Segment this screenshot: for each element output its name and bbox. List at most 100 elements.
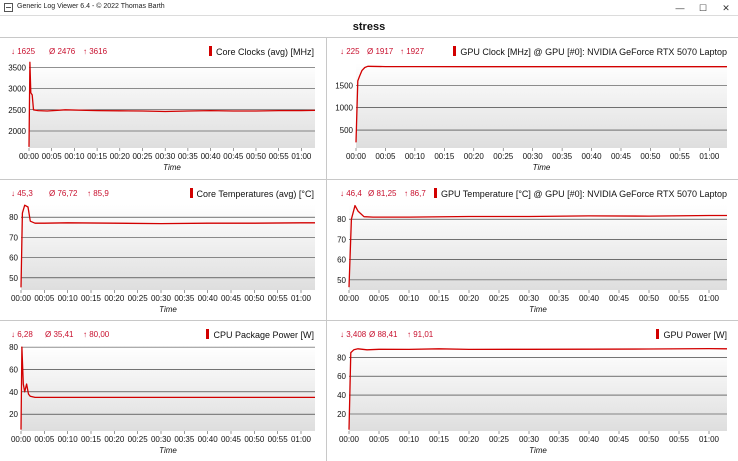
y-tick-label: 50 — [337, 276, 346, 285]
chart-panel-core-temperatures[interactable]: ↓ 45,3 Ø 76,72 ↑ 85,9 Core Temperatures … — [0, 180, 326, 320]
x-tick-label: 00:05 — [369, 294, 390, 303]
x-tick-label: 01:00 — [291, 435, 312, 444]
y-tick-label: 60 — [9, 365, 18, 374]
series-line — [355, 65, 727, 143]
log-title: stress — [352, 21, 386, 33]
stat-avg: Ø 76,72 — [49, 189, 78, 198]
chart-title: GPU Temperature [°C] @ GPU [#0]: NVIDIA … — [434, 188, 727, 199]
x-tick-label: 00:00 — [339, 294, 360, 303]
stat-min: ↓ 225 — [340, 47, 360, 56]
x-tick-label: 00:25 — [493, 152, 514, 161]
close-button[interactable]: ✕ — [722, 3, 730, 13]
plot-area — [349, 346, 727, 431]
x-tick-label: 00:35 — [174, 294, 195, 303]
series-line — [348, 204, 727, 288]
stat-max: ↑ 86,7 — [404, 189, 426, 198]
series-line — [20, 204, 315, 288]
chart-panel-gpu-power[interactable]: ↓ 3,408 Ø 88,41 ↑ 91,01 GPU Power [W] 80… — [327, 321, 738, 461]
y-tick-label: 1000 — [335, 104, 353, 113]
window-titlebar: Generic Log Viewer 6.4 - © 2022 Thomas B… — [0, 0, 738, 16]
chart-svg: 80 70 60 50 00:00 00:05 00:10 00:15 00:20 00:25 00… — [337, 204, 727, 314]
y-tick-label: 50 — [9, 274, 18, 283]
app-icon — [4, 3, 13, 12]
y-tick-label: 60 — [337, 256, 346, 265]
x-tick-label: 00:15 — [81, 294, 102, 303]
x-tick-label: 00:55 — [268, 294, 289, 303]
x-tick-label: 00:40 — [579, 435, 600, 444]
x-tick-label: 00:40 — [582, 152, 603, 161]
series-line — [28, 61, 316, 147]
x-tick-label: 00:45 — [221, 435, 242, 444]
chart-title: GPU Clock [MHz] @ GPU [#0]: NVIDIA GeFor… — [453, 46, 727, 57]
x-axis-label: Time — [529, 305, 547, 314]
stat-min: ↓ 6,28 — [11, 330, 33, 339]
window-title: Generic Log Viewer 6.4 - © 2022 Thomas B… — [17, 3, 165, 10]
y-tick-label: 80 — [9, 213, 18, 222]
y-tick-label: 80 — [337, 215, 346, 224]
series-line — [348, 347, 728, 430]
x-tick-label: 00:05 — [375, 152, 396, 161]
y-tick-label: 3000 — [8, 85, 26, 94]
x-tick-label: 00:05 — [369, 435, 390, 444]
chart-panel-gpu-temperature[interactable]: ↓ 46,4 Ø 81,25 ↑ 86,7 GPU Temperature [°… — [327, 180, 738, 320]
stat-avg: Ø 1917 — [367, 47, 394, 56]
y-tick-label: 1500 — [335, 81, 353, 90]
x-tick-label: 00:15 — [429, 294, 450, 303]
y-tick-label: 500 — [340, 126, 354, 135]
chart-panel-gpu-clock[interactable]: ↓ 225 Ø 1917 ↑ 1927 GPU Clock [MHz] @ GP… — [327, 38, 738, 178]
x-tick-label: 00:05 — [34, 435, 55, 444]
x-tick-label: 00:30 — [151, 435, 172, 444]
x-tick-label: 00:15 — [429, 435, 450, 444]
x-tick-label: 00:55 — [670, 152, 691, 161]
x-tick-label: 00:45 — [611, 152, 632, 161]
y-tick-label: 70 — [9, 233, 18, 242]
maximize-button[interactable]: ☐ — [698, 3, 708, 13]
chart-panel-cpu-package-power[interactable]: ↓ 6,28 Ø 35,41 ↑ 80,00 CPU Package Power… — [0, 321, 326, 461]
y-tick-label: 70 — [337, 235, 346, 244]
x-axis-label: Time — [533, 163, 551, 172]
x-tick-label: 00:45 — [609, 294, 630, 303]
x-tick-label: 01:00 — [699, 152, 720, 161]
stat-max: ↑ 3616 — [83, 47, 108, 56]
y-tick-label: 40 — [9, 388, 18, 397]
panel-divider-horizontal — [0, 320, 738, 321]
minimize-button[interactable]: — — [675, 3, 685, 13]
y-tick-label: 60 — [337, 372, 346, 381]
y-tick-label: 3500 — [8, 63, 26, 72]
x-tick-label: 00:40 — [201, 152, 222, 161]
plot-area — [29, 63, 315, 148]
x-tick-label: 00:35 — [174, 435, 195, 444]
x-tick-label: 00:00 — [339, 435, 360, 444]
x-tick-label: 00:25 — [489, 294, 510, 303]
y-tick-label: 20 — [9, 410, 18, 419]
x-axis-label: Time — [159, 305, 177, 314]
chart-title: Core Clocks (avg) [MHz] — [209, 46, 314, 57]
x-tick-label: 00:10 — [399, 435, 420, 444]
x-tick-label: 00:55 — [669, 294, 690, 303]
x-tick-label: 00:20 — [459, 294, 480, 303]
stat-max: ↑ 80,00 — [83, 330, 110, 339]
x-tick-label: 00:00 — [346, 152, 367, 161]
stat-avg: Ø 35,41 — [45, 330, 74, 339]
x-tick-label: 00:10 — [399, 294, 420, 303]
x-tick-label: 00:10 — [58, 435, 79, 444]
x-tick-label: 00:50 — [244, 294, 265, 303]
x-axis-label: Time — [163, 163, 181, 172]
x-tick-label: 00:20 — [104, 435, 125, 444]
x-tick-label: 00:35 — [549, 435, 570, 444]
x-tick-label: 00:30 — [155, 152, 176, 161]
y-tick-label: 40 — [337, 391, 346, 400]
x-tick-label: 00:50 — [639, 294, 660, 303]
stat-min: ↓ 45,3 — [11, 189, 33, 198]
stat-min: ↓ 46,4 — [340, 189, 362, 198]
x-tick-label: 00:40 — [579, 294, 600, 303]
x-tick-label: 00:45 — [223, 152, 244, 161]
chart-panel-core-clocks[interactable]: ↓ 1625 Ø 2476 ↑ 3616 Core Clocks (avg) [… — [0, 38, 326, 178]
x-tick-label: 01:00 — [699, 294, 720, 303]
stat-max: ↑ 91,01 — [407, 330, 434, 339]
x-tick-label: 00:45 — [221, 294, 242, 303]
x-tick-label: 00:55 — [269, 152, 290, 161]
